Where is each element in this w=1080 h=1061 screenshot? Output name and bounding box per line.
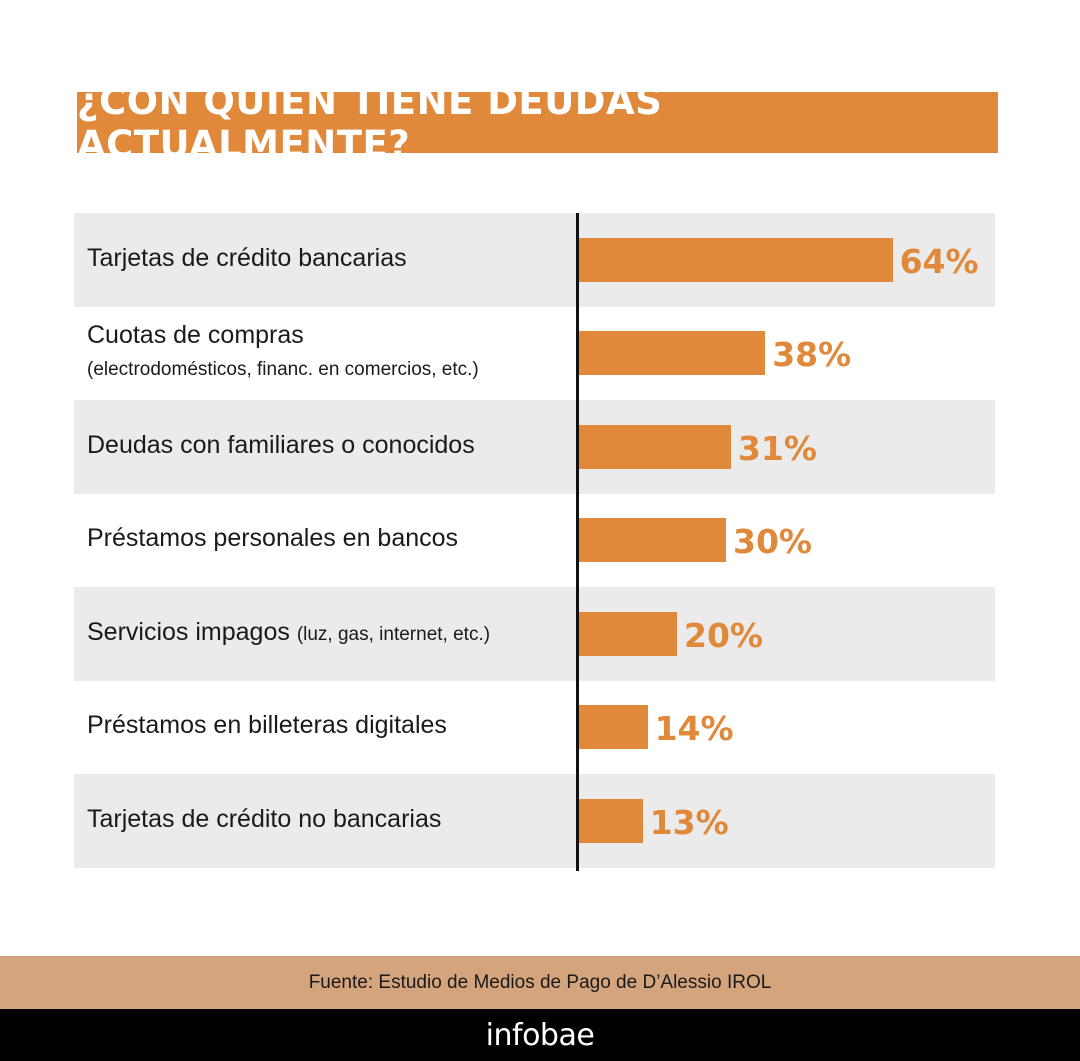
chart-title: ¿CON QUIÉN TIENE DEUDAS ACTUALMENTE?: [77, 79, 663, 166]
category-label: Tarjetas de crédito bancarias: [87, 244, 407, 273]
category-label-text: Servicios impagos: [87, 617, 290, 646]
category-label-text: Tarjetas de crédito no bancarias: [87, 804, 442, 833]
category-sublabel-text: (electrodomésticos, financ. en comercios…: [87, 359, 479, 381]
bar: [579, 424, 731, 469]
footer-banner: infobae: [0, 1009, 1080, 1061]
bar: [579, 331, 766, 376]
row-background: [74, 587, 995, 681]
source-text: Fuente: Estudio de Medios de Pago de D’A…: [308, 971, 772, 993]
category-label: Servicios impagos (luz, gas, internet, e…: [87, 618, 490, 647]
value-label: 64%: [899, 241, 979, 281]
category-label: Préstamos personales en bancos: [87, 524, 458, 553]
chart-axis-line: [576, 213, 579, 871]
category-label-text: Cuotas de compras: [87, 321, 304, 350]
category-sublabel-text: (luz, gas, internet, etc.): [296, 623, 491, 645]
row-background: [74, 774, 995, 868]
category-label: Cuotas de compras (electrodomésticos, fin…: [87, 319, 479, 386]
source-banner: Fuente: Estudio de Medios de Pago de D’A…: [0, 956, 1080, 1009]
bar: [579, 237, 893, 282]
value-label: 30%: [733, 522, 812, 562]
category-label-text: Tarjetas de crédito bancarias: [87, 243, 407, 272]
bar: [579, 518, 726, 563]
category-label: Deudas con familiares o conocidos: [87, 431, 475, 460]
value-label: 14%: [654, 709, 734, 749]
value-label: 20%: [684, 615, 763, 655]
category-label: Préstamos en billeteras digitales: [87, 711, 447, 740]
chart-title-banner: ¿CON QUIÉN TIENE DEUDAS ACTUALMENTE?: [77, 80, 998, 166]
bar: [579, 705, 648, 750]
value-label: 31%: [737, 428, 817, 468]
category-label: Tarjetas de crédito no bancarias: [87, 805, 441, 834]
bar: [579, 611, 677, 656]
row-background: [74, 400, 995, 494]
category-label-text: Préstamos en billeteras digitales: [87, 711, 447, 740]
brand-logo: infobae: [485, 1017, 595, 1053]
value-label: 13%: [649, 802, 729, 842]
category-label-text: Deudas con familiares o conocidos: [87, 430, 475, 459]
value-label: 38%: [772, 335, 852, 375]
category-label-text: Préstamos personales en bancos: [87, 524, 459, 553]
bar: [579, 798, 643, 843]
